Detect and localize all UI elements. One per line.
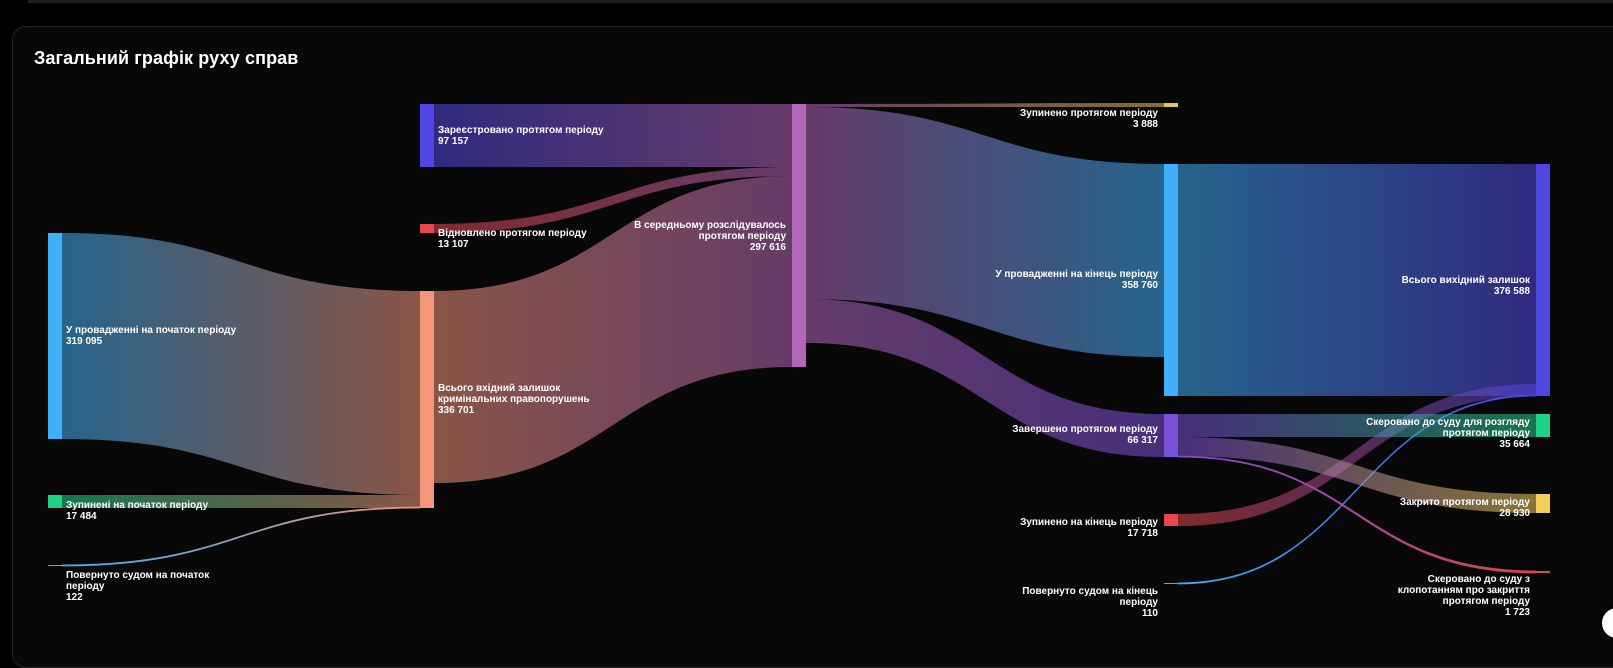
sankey-links	[61, 103, 1537, 585]
label-renew: Відновлено протягом періоду 13 107	[438, 228, 587, 250]
label-start_stop: Зупинені на початок періоду 17 484	[66, 500, 208, 522]
link-avg-to-end_in[interactable]	[806, 107, 1164, 357]
node-stop_period[interactable]	[1164, 103, 1178, 107]
node-court_close[interactable]	[1536, 571, 1550, 573]
link-start_in-to-total_in[interactable]	[62, 233, 420, 495]
label-total_out: Всього вихідний залишок 376 588	[1402, 275, 1531, 297]
link-end_stop-to-total_out[interactable]	[1178, 384, 1536, 526]
link-done-to-closed[interactable]	[1178, 437, 1536, 513]
link-total_in-to-avg[interactable]	[434, 176, 792, 483]
node-end_ret[interactable]	[1164, 583, 1178, 584]
link-avg-to-stop_period[interactable]	[806, 103, 1164, 107]
label-start_ret: Повернуто судом на початок періоду 122	[66, 570, 210, 603]
label-end_in: У провадженні на кінець періоду 358 760	[995, 269, 1158, 291]
link-end_in-to-total_out[interactable]	[1178, 164, 1536, 396]
label-done: Завершено протягом періоду 66 317	[1012, 424, 1158, 446]
node-done[interactable]	[1164, 414, 1178, 457]
node-avg[interactable]	[792, 104, 806, 367]
label-stop_period: Зупинено протягом періоду 3 888	[1020, 108, 1158, 130]
node-end_stop[interactable]	[1164, 514, 1178, 526]
node-total_out[interactable]	[1536, 164, 1550, 396]
page-title: Загальний графік руху справ	[34, 48, 299, 68]
link-start_ret-to-total_in[interactable]	[61, 506, 421, 567]
label-closed: Закрито протягом періоду 28 930	[1400, 497, 1531, 519]
link-reg-to-avg[interactable]	[434, 104, 792, 167]
node-start_stop[interactable]	[48, 495, 62, 508]
label-avg: В середньому розслідувалось протягом пері…	[634, 220, 786, 253]
sankey-chart: У провадженні на початок періоду 319 095 З…	[48, 103, 1550, 619]
top-divider	[28, 0, 1613, 3]
node-start_ret[interactable]	[48, 565, 62, 566]
link-avg-to-done[interactable]	[806, 299, 1164, 457]
label-end_stop: Зупинено на кінець періоду 17 718	[1020, 517, 1158, 539]
node-closed[interactable]	[1536, 494, 1550, 513]
node-reg[interactable]	[420, 104, 434, 167]
label-end_ret: Повернуто судом на кінець періоду 110	[1022, 586, 1158, 619]
node-end_in[interactable]	[1164, 164, 1178, 396]
label-court_close: Скеровано до суду з клопотанням про закри…	[1398, 574, 1531, 618]
link-done-to-court[interactable]	[1178, 414, 1536, 437]
label-court: Скеровано до суду для розгляду протягом п…	[1366, 417, 1530, 450]
node-court[interactable]	[1536, 414, 1550, 437]
label-start_in: У провадженні на початок періоду 319 095	[66, 325, 237, 347]
link-renew-to-avg[interactable]	[434, 167, 792, 233]
sankey-nodes	[48, 103, 1550, 584]
node-renew[interactable]	[420, 224, 434, 233]
sankey-labels: У провадженні на початок періоду 319 095 З…	[66, 108, 1531, 619]
label-total_in: Всього вхідний залишок кримінальних право…	[438, 383, 590, 416]
link-start_stop-to-total_in[interactable]	[62, 495, 420, 508]
label-reg: Зареєстровано протягом періоду 97 157	[438, 125, 604, 147]
node-total_in[interactable]	[420, 291, 434, 508]
node-start_in[interactable]	[48, 233, 62, 439]
